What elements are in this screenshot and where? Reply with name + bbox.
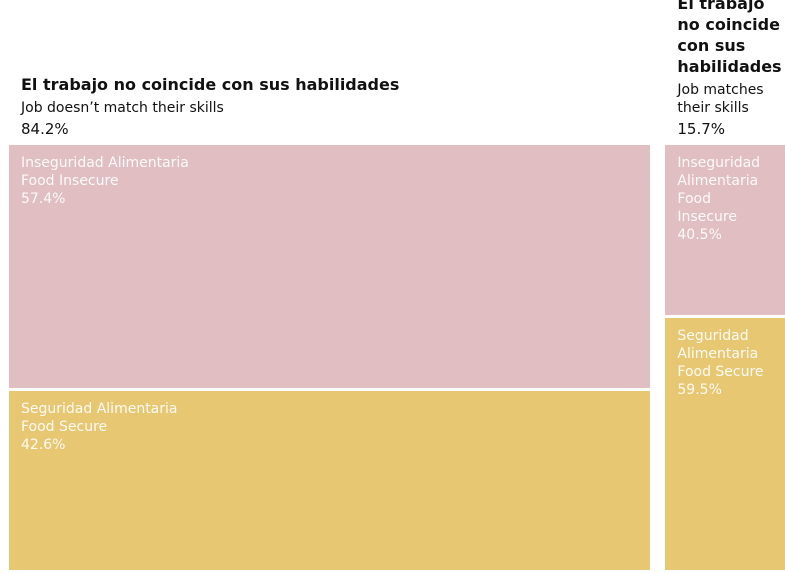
segment-label: Food Insecure — [21, 173, 119, 189]
segment-label: Food Secure — [21, 418, 108, 435]
segment: Seguridad Alimentaria Food Secure 42.6% — [9, 390, 651, 570]
segment-label-es: Inseguridad Alimentaria — [677, 155, 761, 189]
segment-value: 42.6% — [21, 436, 66, 453]
segment-label-es: Seguridad Alimentaria — [677, 328, 759, 363]
segment: Inseguridad Alimentaria Food Insecure 57.4… — [9, 145, 651, 388]
column-title: El trabajo no coincide con sus habilidad… — [21, 75, 400, 94]
segment-label-es: Seguridad Alimentaria — [21, 400, 178, 417]
column-header: El trabajo no coincide con sus habilidad… — [665, 0, 785, 140]
segment: Inseguridad Alimentaria Food Insecure 40.5… — [665, 145, 785, 316]
segment: Seguridad Alimentaria Food Secure 59.5% — [665, 318, 785, 570]
column-value: 84.2% — [21, 120, 69, 138]
segment-value: 59.5% — [677, 382, 722, 399]
column-title: El trabajo no coincide con sus habilidad… — [677, 0, 782, 76]
segment-label: Food Insecure — [677, 191, 737, 225]
segment-label: Food Secure — [677, 364, 764, 381]
column-subtitle: Job doesn’t match their skills — [21, 100, 224, 116]
segment-value: 57.4% — [21, 191, 66, 207]
segment-value: 40.5% — [677, 227, 722, 243]
column-header: El trabajo no coincide con sus habilidad… — [9, 0, 650, 140]
column-value: 15.7% — [677, 120, 726, 138]
column-subtitle: Job matches their skills — [677, 82, 764, 116]
segment-label-es: Inseguridad Alimentaria — [21, 155, 189, 171]
